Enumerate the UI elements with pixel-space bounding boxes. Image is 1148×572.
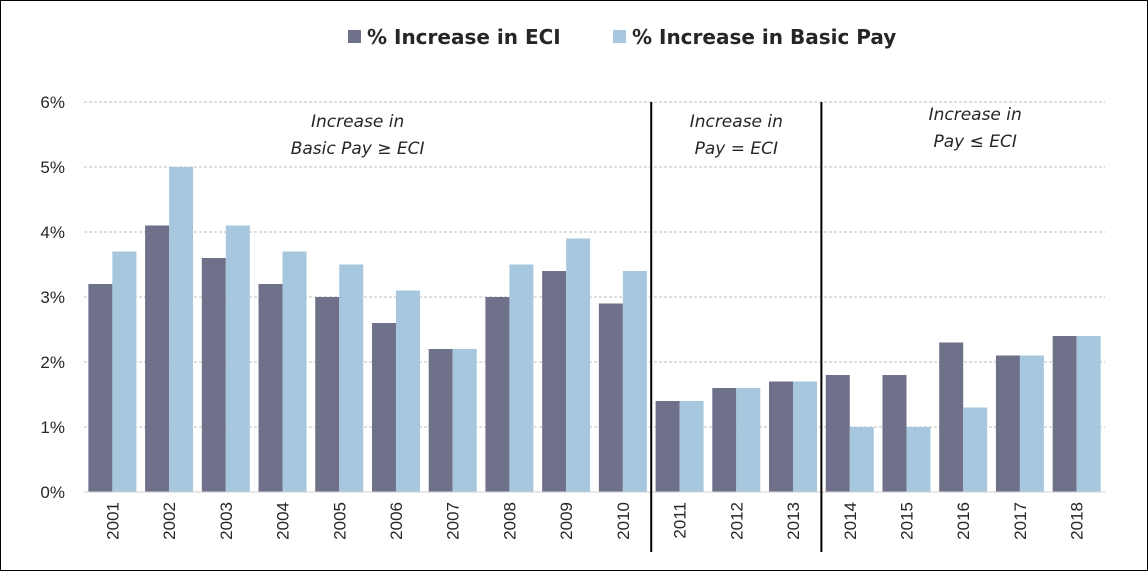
x-tick-label: 2012 — [727, 502, 746, 540]
bar-eci-2009 — [542, 271, 567, 492]
bar-eci-2011 — [655, 401, 680, 492]
section-annotation: Basic Pay ≥ ECI — [291, 139, 425, 159]
x-tick-label: 2008 — [500, 502, 519, 540]
bar-basic-pay-2008 — [509, 264, 534, 492]
bar-eci-2014 — [825, 375, 850, 492]
bar-eci-2015 — [882, 375, 907, 492]
bar-basic-pay-2009 — [566, 238, 591, 492]
bar-eci-2006 — [371, 323, 396, 492]
bar-basic-pay-2011 — [679, 401, 704, 492]
bar-basic-pay-2010 — [622, 271, 647, 492]
legend-label-basic-pay: % Increase in Basic Pay — [632, 25, 896, 49]
x-tick-label: 2014 — [841, 502, 860, 540]
y-tick-label: 0% — [40, 483, 65, 502]
legend-label-eci: % Increase in ECI — [367, 25, 561, 49]
x-tick-label: 2005 — [330, 502, 349, 540]
bar-eci-2005 — [315, 297, 340, 492]
y-tick-label: 2% — [40, 353, 65, 372]
x-tick-label: 2013 — [784, 502, 803, 540]
legend-swatch-eci — [348, 30, 361, 43]
bar-eci-2017 — [995, 355, 1020, 492]
section-annotation: Pay = ECI — [695, 139, 778, 159]
section-annotation: Increase in — [311, 112, 404, 132]
bar-basic-pay-2003 — [225, 225, 250, 492]
bar-basic-pay-2016 — [963, 407, 988, 492]
x-tick-label: 2001 — [103, 502, 122, 540]
section-annotation: Increase in — [929, 105, 1022, 125]
bar-basic-pay-2014 — [849, 427, 874, 492]
bar-eci-2004 — [258, 284, 283, 492]
bar-eci-2018 — [1052, 336, 1077, 492]
y-tick-label: 3% — [40, 288, 65, 307]
bar-eci-2008 — [485, 297, 510, 492]
legend-swatch-basic-pay — [613, 30, 626, 43]
x-tick-label: 2006 — [387, 502, 406, 540]
bar-eci-2010 — [598, 303, 623, 492]
section-annotation: Pay ≤ ECI — [933, 132, 1016, 152]
bar-eci-2016 — [939, 342, 964, 492]
legend: % Increase in ECI % Increase in Basic Pa… — [348, 25, 896, 49]
x-tick-label: 2017 — [1011, 502, 1030, 540]
bar-basic-pay-2017 — [1019, 355, 1044, 492]
x-tick-label: 2003 — [217, 502, 236, 540]
bar-eci-2013 — [769, 381, 794, 492]
x-tick-label: 2015 — [897, 502, 916, 540]
bar-basic-pay-2006 — [395, 290, 420, 492]
bar-basic-pay-2001 — [112, 251, 137, 492]
bar-basic-pay-2013 — [793, 381, 818, 492]
bar-eci-2003 — [201, 258, 226, 492]
bar-basic-pay-2004 — [282, 251, 307, 492]
bar-basic-pay-2015 — [906, 427, 931, 492]
bar-eci-2007 — [428, 349, 453, 492]
section-annotation: Increase in — [690, 112, 783, 132]
y-tick-label: 4% — [40, 223, 65, 242]
bar-basic-pay-2012 — [736, 388, 761, 492]
x-tick-label: 2011 — [671, 502, 690, 539]
y-tick-label: 6% — [40, 93, 65, 112]
x-tick-label: 2018 — [1068, 502, 1087, 540]
x-tick-label: 2004 — [274, 502, 293, 540]
bar-basic-pay-2007 — [452, 349, 477, 492]
x-tick-label: 2007 — [444, 502, 463, 540]
bar-eci-2001 — [88, 284, 113, 492]
y-tick-label: 5% — [40, 158, 65, 177]
x-tick-label: 2016 — [954, 502, 973, 540]
bar-basic-pay-2018 — [1076, 336, 1101, 492]
x-tick-label: 2002 — [160, 502, 179, 540]
bar-basic-pay-2005 — [339, 264, 364, 492]
x-tick-label: 2010 — [614, 502, 633, 540]
bar-eci-2002 — [145, 225, 170, 492]
x-tick-label: 2009 — [557, 502, 576, 540]
y-tick-label: 1% — [40, 418, 65, 437]
bar-eci-2012 — [712, 388, 737, 492]
bar-basic-pay-2002 — [169, 167, 194, 492]
